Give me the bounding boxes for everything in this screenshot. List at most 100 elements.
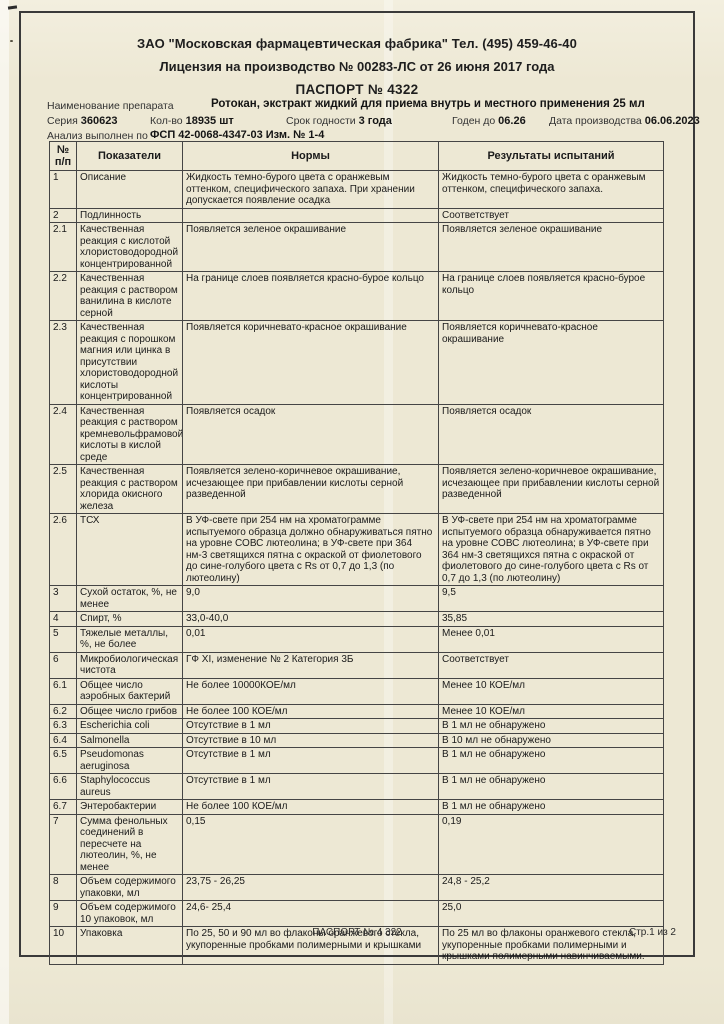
- header-num: № п/п: [49, 141, 77, 171]
- field-quantity: Кол-во 18935 шт: [150, 115, 234, 127]
- cell-norm: Не более 100 КОЕ/мл: [182, 703, 439, 719]
- field-production-date-label: Дата производства: [549, 115, 642, 127]
- table-row: 8 Объем содержимого упаковки, мл 23,75 - 2…: [49, 874, 664, 901]
- cell-num: 2.5: [49, 464, 77, 514]
- scan-corner-mark: [7, 5, 18, 10]
- field-shelf-life: Срок годности 3 года: [286, 115, 392, 127]
- cell-num: 6.6: [49, 773, 77, 800]
- cell-norm: По 25, 50 и 90 мл во флаконы оранжевого …: [182, 926, 439, 965]
- table-row: 6.4 Salmonella Отсутствие в 10 мл В 10 мл н…: [49, 732, 664, 748]
- cell-norm: В УФ-свете при 254 нм на хроматограмме и…: [182, 513, 439, 586]
- table-row: 7 Сумма фенольных соединений в пересчете …: [49, 813, 664, 875]
- table-row: 3 Сухой остаток, %, не менее 9,0 9,5: [49, 585, 664, 612]
- cell-num: 6.2: [49, 703, 77, 719]
- cell-result: На границе слоев появляется красно-бурое…: [438, 271, 664, 321]
- cell-norm: 23,75 - 26,25: [182, 874, 439, 901]
- cell-num: 5: [49, 625, 77, 653]
- table-row: 6.2 Общее число грибов Не более 100 КОЕ/мл…: [49, 703, 664, 719]
- cell-result: Менее 0,01: [438, 625, 664, 653]
- field-expiry-label: Годен до: [452, 115, 496, 127]
- field-series-value: 360623: [80, 115, 118, 127]
- cell-indicator: Объем содержимого 10 упаковок, мл: [76, 900, 183, 927]
- cell-result: Соответствует: [438, 651, 664, 679]
- cell-indicator: Объем содержимого упаковки, мл: [76, 874, 183, 901]
- table-row: 2.2 Качественная реакция с раствором вани…: [49, 271, 664, 321]
- cell-num: 2.4: [49, 403, 77, 465]
- cell-indicator: Pseudomonas aeruginosa: [76, 747, 183, 774]
- cell-num: 6: [49, 651, 77, 679]
- cell-indicator: Качественная реакция с кислотой хлористо…: [76, 222, 183, 272]
- cell-indicator: Подлинность: [76, 207, 183, 223]
- table-row: 6.6 Staphylococcus aureus Отсутствие в 1 м…: [49, 773, 664, 800]
- cell-indicator: Описание: [76, 170, 183, 209]
- cell-norm: 9,0: [182, 585, 439, 612]
- qc-results-table: № п/п Показатели Нормы Результаты испыта…: [49, 141, 664, 965]
- cell-num: 7: [49, 813, 77, 875]
- cell-norm: Отсутствие в 1 мл: [182, 773, 439, 800]
- cell-num: 1: [49, 170, 77, 209]
- footer-page-number: Стр.1 из 2: [629, 927, 676, 938]
- cell-num: 6.3: [49, 718, 77, 734]
- drug-name-value: Ротокан, экстракт жидкий для приема внут…: [211, 98, 645, 110]
- cell-indicator: Упаковка: [76, 926, 183, 965]
- passport-title: ПАСПОРТ № 4322: [295, 82, 419, 97]
- table-row: 2.5 Качественная реакция с раствором хлор…: [49, 464, 664, 514]
- field-series: Серия 360623: [47, 115, 117, 127]
- cell-num: 6.5: [49, 747, 77, 774]
- cell-result: В 1 мл не обнаружено: [438, 773, 664, 800]
- analysis-label: Анализ выполнен по: [47, 130, 148, 142]
- field-production-date: Дата производства 06.06.2023: [549, 115, 700, 127]
- cell-indicator: Энтеробактерии: [76, 799, 183, 815]
- field-production-date-value: 06.06.2023: [644, 115, 700, 127]
- cell-indicator: Качественная реакция с порошком магния и…: [76, 320, 183, 405]
- cell-norm: 33,0-40,0: [182, 611, 439, 627]
- table-row: 2 Подлинность Соответствует: [49, 207, 664, 223]
- cell-result: Соответствует: [438, 207, 664, 223]
- cell-num: 2.1: [49, 222, 77, 272]
- cell-result: В 10 мл не обнаружено: [438, 732, 664, 748]
- field-shelf-life-label: Срок годности: [286, 115, 356, 127]
- cell-num: 6.4: [49, 732, 77, 748]
- cell-norm: 0,15: [182, 813, 439, 875]
- cell-norm: 24,6- 25,4: [182, 900, 439, 927]
- cell-norm: На границе слоев появляется красно-бурое…: [182, 271, 439, 321]
- company-line: ЗАО "Московская фармацевтическая фабрика…: [137, 36, 577, 51]
- cell-num: 2: [49, 207, 77, 223]
- table-header-row: № п/п Показатели Нормы Результаты испыта…: [49, 141, 664, 171]
- cell-norm: Отсутствие в 10 мл: [182, 732, 439, 748]
- cell-norm: Отсутствие в 1 мл: [182, 747, 439, 774]
- cell-indicator: Тяжелые металлы, %, не более: [76, 625, 183, 653]
- field-quantity-label: Кол-во: [150, 115, 183, 127]
- drug-name-label: Наименование препарата: [47, 100, 174, 112]
- table-row: 9 Объем содержимого 10 упаковок, мл 24,6- …: [49, 900, 664, 927]
- cell-result: В 1 мл не обнаружено: [438, 799, 664, 815]
- header-norms: Нормы: [182, 141, 439, 171]
- header-results: Результаты испытаний: [438, 141, 664, 171]
- table-row: 10 Упаковка По 25, 50 и 90 мл во флаконы о…: [49, 926, 664, 965]
- analysis-standard-value: ФСП 42-0068-4347-03 Изм. № 1-4: [150, 129, 325, 141]
- cell-result: В 1 мл не обнаружено: [438, 718, 664, 734]
- cell-norm: 0,01: [182, 625, 439, 653]
- table-row: 2.3 Качественная реакция с порошком магни…: [49, 320, 664, 405]
- cell-norm: ГФ XI, изменение № 2 Категория 3Б: [182, 651, 439, 679]
- cell-norm: [182, 207, 439, 223]
- field-quantity-value: 18935 шт: [185, 115, 234, 127]
- cell-indicator: Общее число аэробных бактерий: [76, 677, 183, 705]
- cell-norm: Появляется зелено-коричневое окрашивание…: [182, 464, 439, 514]
- cell-indicator: Сумма фенольных соединений в пересчете н…: [76, 813, 183, 875]
- cell-indicator: Escherichia coli: [76, 718, 183, 734]
- cell-num: 6.1: [49, 677, 77, 705]
- field-shelf-life-value: 3 года: [358, 115, 392, 127]
- cell-indicator: Staphylococcus aureus: [76, 773, 183, 800]
- cell-indicator: Микробиологическая чистота: [76, 651, 183, 679]
- cell-num: 2.3: [49, 320, 77, 405]
- cell-num: 4: [49, 611, 77, 627]
- cell-result: 25,0: [438, 900, 664, 927]
- cell-num: 6.7: [49, 799, 77, 815]
- cell-num: 3: [49, 585, 77, 612]
- cell-result: Менее 10 КОЕ/мл: [438, 703, 664, 719]
- field-expiry-value: 06.26: [498, 115, 526, 127]
- scan-edge-highlight: [0, 0, 9, 1024]
- table-row: 2.6 ТСХ В УФ-свете при 254 нм на хроматогр…: [49, 513, 664, 586]
